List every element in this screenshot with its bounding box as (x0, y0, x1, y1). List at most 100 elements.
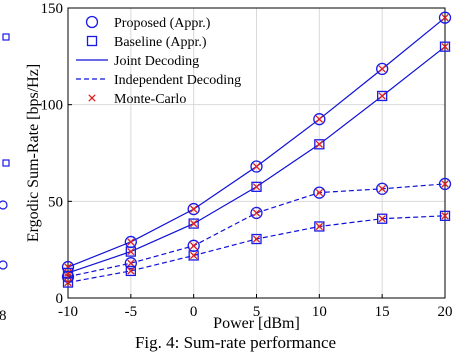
legend-label: Baseline (Appr.) (114, 35, 207, 50)
y-axis-label: Ergodic Sum-Rate [bps/Hz] (25, 64, 42, 242)
square-marker (188, 250, 199, 261)
fragment-square-marker (2, 159, 10, 167)
monte-carlo-marker (64, 263, 72, 271)
legend-label: Proposed (Appr.) (114, 16, 211, 31)
monte-carlo-marker (378, 92, 386, 100)
x-tick-label: 20 (438, 304, 453, 320)
legend-item: Proposed (Appr.) (85, 15, 211, 31)
monte-carlo-marker (252, 235, 261, 243)
monte-carlo-marker (378, 215, 386, 223)
monte-carlo-marker (315, 140, 323, 148)
monte-carlo-marker (315, 115, 323, 123)
tick-labels: -10 -5 0 5 10 15 20 0 50 100 150 (41, 1, 453, 320)
y-tick-label: 150 (41, 1, 64, 17)
y-tick-label: 100 (41, 98, 64, 114)
monte-carlo-marker (378, 185, 386, 193)
square-marker (125, 246, 136, 257)
monte-carlo-marker (252, 183, 261, 191)
grid-lines (67, 7, 446, 299)
circle-marker (313, 113, 326, 126)
circle-marker (438, 177, 452, 191)
cross-stroke (190, 205, 198, 213)
monte-carlo-marker (64, 278, 72, 287)
x-tick-label: 5 (253, 304, 261, 320)
left-edge-fragment: 8 (0, 33, 10, 324)
legend-label: Joint Decoding (114, 54, 199, 69)
monte-carlo-marker (441, 180, 449, 188)
cross-stroke (64, 273, 72, 281)
square-marker (314, 139, 325, 150)
monte-carlo-marker (190, 251, 198, 260)
cross-stroke (252, 209, 261, 217)
legend-square-icon (86, 35, 98, 47)
circle-marker (313, 186, 326, 199)
cross-stroke (190, 219, 198, 228)
monte-carlo-marker (127, 259, 135, 267)
monte-carlo-marker (252, 209, 261, 217)
circle-marker (250, 206, 263, 220)
cross-stroke (315, 188, 323, 197)
x-tick-label: -5 (125, 304, 138, 320)
circle-marker (376, 182, 389, 195)
cross-stroke (190, 242, 198, 250)
fragment-circle-marker (0, 200, 8, 210)
cross-stroke (378, 215, 386, 223)
square-marker (125, 265, 136, 277)
cross-stroke (315, 222, 323, 231)
monte-carlo-marker (64, 273, 72, 281)
cross-stroke (127, 267, 135, 275)
x-tick-label: 10 (312, 304, 327, 320)
cross-stroke (127, 259, 135, 267)
cross-stroke (441, 43, 449, 51)
legend-item: Joint Decoding (76, 54, 199, 69)
legend-item: Baseline (Appr.) (86, 35, 207, 50)
y-tick-label: 50 (48, 194, 63, 210)
square-marker (439, 210, 451, 221)
monte-carlo-marker (441, 14, 449, 22)
cross-stroke (378, 65, 386, 73)
series-joint-circle (61, 11, 452, 274)
legend-label: Independent Decoding (114, 73, 241, 88)
y-tick-label: 0 (56, 291, 64, 307)
x-tick-label: -10 (58, 304, 78, 320)
cross-stroke (64, 278, 72, 287)
monte-carlo-marker (252, 162, 261, 171)
series-independent-circle (61, 177, 452, 283)
cross-stroke (190, 251, 198, 260)
square-marker (314, 221, 325, 232)
square-marker (377, 90, 388, 102)
legend-circle-icon (85, 15, 99, 29)
series-layer (61, 11, 452, 288)
monte-carlo-marker (127, 267, 135, 275)
cross-stroke (441, 212, 449, 220)
monte-carlo-marker (441, 212, 449, 220)
monte-carlo-marker (127, 238, 135, 246)
monte-carlo-marker (127, 247, 135, 256)
cross-stroke (315, 115, 323, 123)
square-marker (251, 181, 262, 192)
cross-stroke (127, 247, 135, 256)
cross-stroke (315, 140, 323, 148)
x-tick-label: 0 (190, 304, 198, 320)
circle-marker (438, 11, 452, 24)
square-marker (251, 233, 262, 245)
x-tick-label: 15 (375, 304, 390, 320)
monte-carlo-marker (190, 205, 198, 213)
fragment-square-marker (2, 33, 10, 41)
square-marker (377, 213, 388, 224)
cross-stroke (252, 183, 261, 191)
cross-stroke (441, 180, 449, 188)
figure-caption: Fig. 4: Sum-rate performance (134, 333, 337, 352)
circle-marker (250, 160, 263, 173)
x-axis-label: Power [dBm] (213, 315, 300, 332)
cross-stroke (441, 14, 449, 22)
cross-stroke (252, 235, 261, 243)
cross-stroke (127, 238, 135, 246)
legend-cross-icon (88, 94, 96, 102)
square-marker (439, 41, 451, 52)
circle-marker (187, 202, 200, 216)
circle-marker (124, 257, 137, 270)
legend-label: Monte-Carlo (114, 92, 186, 107)
monte-carlo-marker (315, 188, 323, 197)
